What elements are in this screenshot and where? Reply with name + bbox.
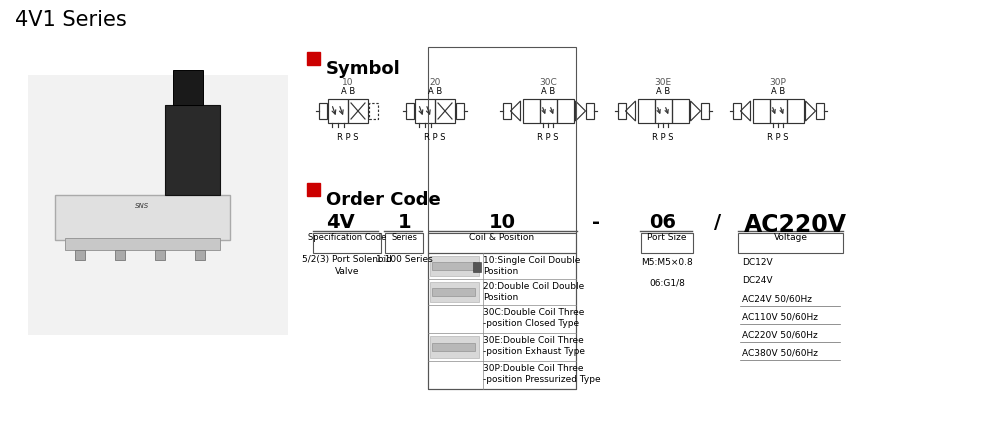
Bar bbox=[641, 233, 693, 253]
Text: 20:Double Coil Double
Position: 20:Double Coil Double Position bbox=[483, 282, 584, 302]
Bar bbox=[75, 250, 85, 260]
Text: 4V: 4V bbox=[326, 213, 354, 232]
Text: R P S: R P S bbox=[424, 133, 446, 142]
Text: Specification Code: Specification Code bbox=[308, 233, 386, 242]
Text: AC220V: AC220V bbox=[744, 213, 846, 237]
Text: 10: 10 bbox=[342, 78, 354, 87]
Bar bbox=[28, 75, 288, 335]
Bar bbox=[638, 99, 654, 123]
Bar bbox=[672, 99, 688, 123]
Bar bbox=[348, 99, 368, 123]
Bar bbox=[385, 233, 423, 253]
Bar bbox=[313, 233, 381, 253]
Text: Voltage: Voltage bbox=[774, 233, 808, 242]
Bar bbox=[456, 103, 464, 119]
Bar bbox=[540, 99, 556, 123]
Bar bbox=[415, 99, 435, 123]
Text: SNS: SNS bbox=[135, 203, 149, 209]
Text: AC24V 50/60Hz: AC24V 50/60Hz bbox=[742, 294, 812, 303]
Bar bbox=[65, 238, 220, 250]
Bar bbox=[430, 256, 479, 276]
Text: Order Code: Order Code bbox=[326, 191, 441, 209]
Text: 1:100 Series: 1:100 Series bbox=[376, 255, 432, 264]
Text: 5/2(3) Port Solenoid
Valve: 5/2(3) Port Solenoid Valve bbox=[302, 255, 392, 276]
Text: 06:G1/8: 06:G1/8 bbox=[649, 278, 685, 287]
Text: A B: A B bbox=[428, 87, 442, 96]
Bar bbox=[369, 103, 378, 119]
Text: AC110V 50/60Hz: AC110V 50/60Hz bbox=[742, 312, 818, 321]
Bar bbox=[753, 99, 770, 123]
Text: 10:Single Coil Double
Position: 10:Single Coil Double Position bbox=[483, 256, 580, 276]
Text: 1: 1 bbox=[398, 213, 412, 232]
Text: /: / bbox=[714, 213, 722, 232]
Text: A B: A B bbox=[656, 87, 670, 96]
Bar bbox=[522, 99, 540, 123]
Bar bbox=[586, 103, 594, 119]
Text: 30P:Double Coil Three
-position Pressurized Type: 30P:Double Coil Three -position Pressuri… bbox=[483, 364, 601, 384]
Bar bbox=[428, 47, 576, 389]
Bar bbox=[432, 343, 475, 351]
Text: AC380V 50/60Hz: AC380V 50/60Hz bbox=[742, 348, 818, 357]
Bar bbox=[428, 233, 576, 253]
Text: 30E:Double Coil Three
-position Exhaust Type: 30E:Double Coil Three -position Exhaust … bbox=[483, 336, 585, 356]
Bar bbox=[319, 103, 327, 119]
Bar bbox=[786, 99, 804, 123]
Bar bbox=[55, 195, 230, 240]
Text: R P S: R P S bbox=[337, 133, 359, 142]
Bar bbox=[115, 250, 125, 260]
Text: DC12V: DC12V bbox=[742, 258, 773, 267]
Bar bbox=[428, 253, 576, 389]
Bar bbox=[155, 250, 165, 260]
Bar bbox=[770, 99, 786, 123]
Text: 06: 06 bbox=[650, 213, 676, 232]
Text: Symbol: Symbol bbox=[326, 60, 401, 78]
Text: Coil & Position: Coil & Position bbox=[469, 233, 535, 242]
Bar bbox=[435, 99, 455, 123]
Text: DC24V: DC24V bbox=[742, 276, 772, 285]
Text: R P S: R P S bbox=[537, 133, 559, 142]
Text: M5:M5×0.8: M5:M5×0.8 bbox=[641, 258, 693, 267]
Bar bbox=[328, 99, 348, 123]
Text: 10: 10 bbox=[488, 213, 516, 232]
Bar bbox=[307, 52, 320, 65]
Bar bbox=[406, 103, 414, 119]
Text: R P S: R P S bbox=[652, 133, 674, 142]
Bar bbox=[503, 103, 511, 119]
Text: 30C: 30C bbox=[539, 78, 557, 87]
Bar bbox=[700, 103, 708, 119]
Text: 30E: 30E bbox=[654, 78, 672, 87]
Bar bbox=[165, 105, 220, 195]
Bar bbox=[738, 233, 843, 253]
Bar bbox=[430, 282, 479, 302]
Text: -: - bbox=[592, 213, 600, 232]
Bar bbox=[173, 70, 203, 105]
Text: 30C:Double Coil Three
-position Closed Type: 30C:Double Coil Three -position Closed T… bbox=[483, 308, 584, 328]
Bar bbox=[556, 99, 574, 123]
Bar bbox=[654, 99, 672, 123]
Bar bbox=[430, 336, 479, 358]
Text: Port Size: Port Size bbox=[647, 233, 687, 242]
Text: 4V1 Series: 4V1 Series bbox=[15, 10, 127, 30]
Bar bbox=[432, 262, 475, 270]
Text: 30P: 30P bbox=[770, 78, 786, 87]
Bar bbox=[732, 103, 740, 119]
Bar bbox=[432, 288, 475, 296]
Bar bbox=[816, 103, 824, 119]
Text: AC220V 50/60Hz: AC220V 50/60Hz bbox=[742, 330, 818, 339]
Text: Series: Series bbox=[391, 233, 417, 242]
Text: A B: A B bbox=[771, 87, 785, 96]
Text: R P S: R P S bbox=[767, 133, 789, 142]
Text: 20: 20 bbox=[429, 78, 441, 87]
Bar bbox=[195, 250, 205, 260]
Bar bbox=[618, 103, 626, 119]
Bar bbox=[307, 183, 320, 196]
Text: A B: A B bbox=[541, 87, 555, 96]
Bar bbox=[473, 262, 481, 272]
Text: A B: A B bbox=[341, 87, 355, 96]
